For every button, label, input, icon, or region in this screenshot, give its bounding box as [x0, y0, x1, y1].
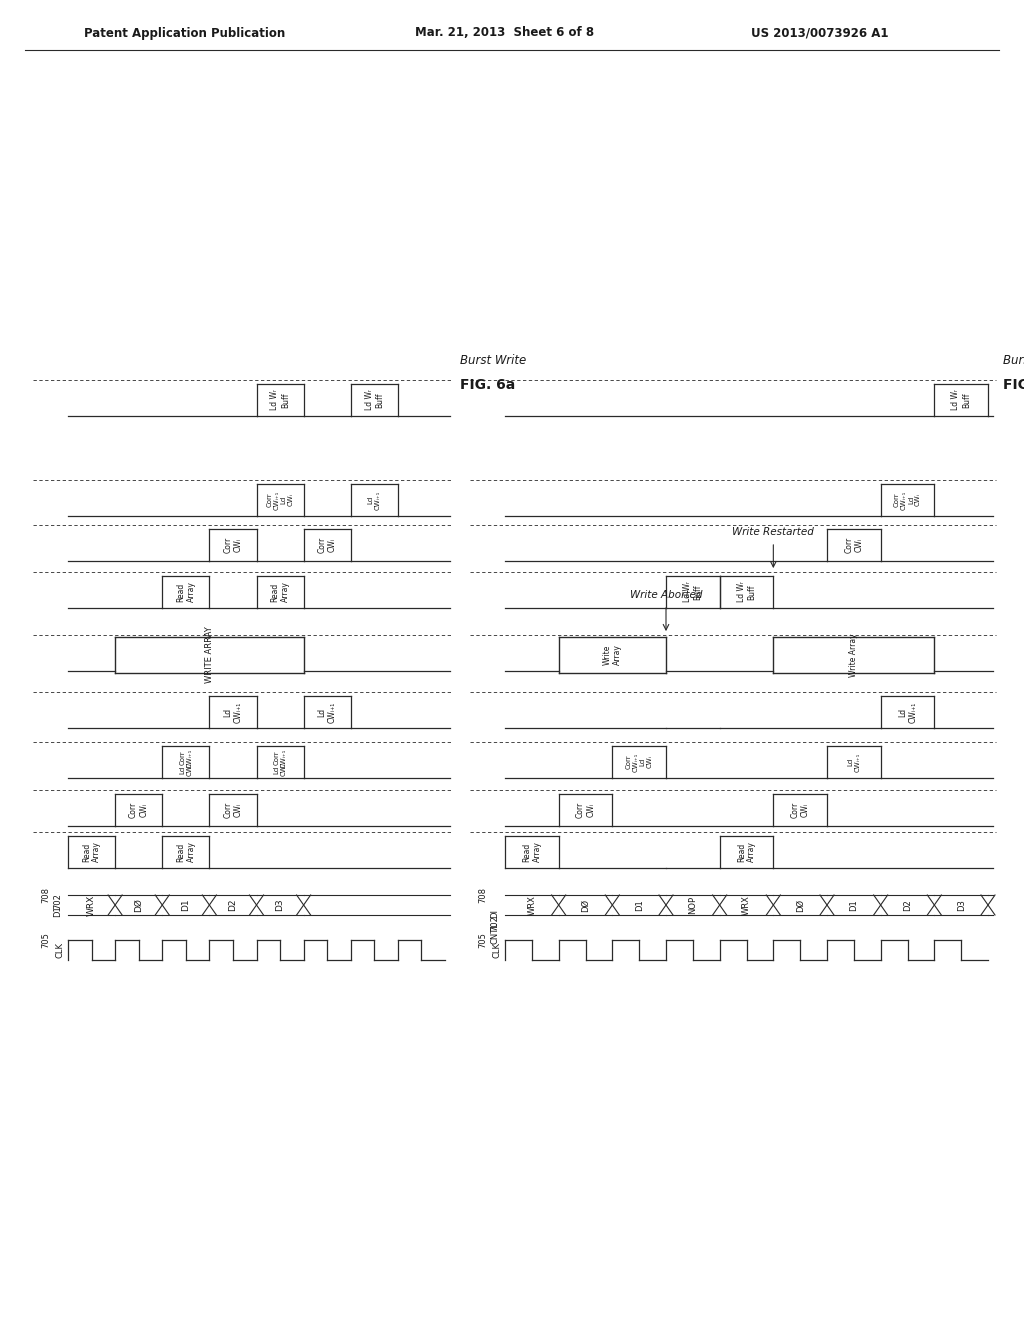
Text: FIG. 6b: FIG. 6b: [1002, 378, 1024, 392]
Text: Corr
CWᵢ₊₁
Ld
CWᵢ: Corr CWᵢ₊₁ Ld CWᵢ: [894, 490, 921, 510]
Text: Read
Array: Read Array: [82, 842, 101, 862]
Text: Write Array: Write Array: [849, 634, 858, 677]
Text: Corr
CWᵢ: Corr CWᵢ: [129, 801, 148, 818]
Text: US 2013/0073926 A1: US 2013/0073926 A1: [752, 26, 889, 40]
Text: WRX: WRX: [87, 895, 96, 916]
Text: DØ: DØ: [134, 898, 143, 912]
Text: Ld
CWᵢ₊₁: Ld CWᵢ₊₁: [898, 701, 918, 722]
Text: D2: D2: [903, 899, 912, 911]
Text: Mar. 21, 2013  Sheet 6 of 8: Mar. 21, 2013 Sheet 6 of 8: [416, 26, 595, 40]
Text: Ld
CWᵢ₊₁: Ld CWᵢ₊₁: [223, 701, 243, 722]
Text: Ld
CWᵢ₊₁: Ld CWᵢ₊₁: [317, 701, 337, 722]
Text: D1: D1: [849, 899, 858, 911]
Text: Corr
CWᵢ₊₁: Corr CWᵢ₊₁: [273, 748, 287, 768]
Text: CNTL: CNTL: [490, 923, 500, 944]
Text: Ld Wᵣ
Buff: Ld Wᵣ Buff: [951, 389, 971, 411]
Text: WRX: WRX: [742, 895, 751, 915]
Text: DI: DI: [490, 908, 500, 917]
Text: Ld
CWᵢ: Ld CWᵢ: [273, 763, 287, 776]
Text: Corr
CWᵢ: Corr CWᵢ: [844, 537, 863, 553]
Text: Ld Wᵣ
Buff: Ld Wᵣ Buff: [365, 389, 384, 411]
Text: 705: 705: [42, 932, 50, 948]
Text: Burst Write: Burst Write: [460, 354, 526, 367]
Text: Ld
CWᵢ₊₁: Ld CWᵢ₊₁: [368, 490, 381, 510]
Text: 702: 702: [53, 894, 62, 909]
Text: D2: D2: [228, 899, 238, 911]
Text: DØ: DØ: [581, 899, 590, 912]
Text: Write
Array: Write Array: [603, 644, 622, 665]
Text: Read
Array: Read Array: [176, 582, 196, 602]
Text: WRITE ARRAY: WRITE ARRAY: [205, 627, 214, 684]
Text: Ld
CWᵢ: Ld CWᵢ: [179, 763, 193, 776]
Text: Ld Wᵣ
Buff: Ld Wᵣ Buff: [737, 582, 756, 602]
Text: D3: D3: [275, 899, 285, 911]
Text: Read
Array: Read Array: [737, 842, 756, 862]
Text: Corr
CWᵢ: Corr CWᵢ: [575, 801, 595, 818]
Text: Read
Array: Read Array: [176, 842, 196, 862]
Text: D1: D1: [181, 899, 190, 911]
Text: NOP: NOP: [688, 896, 697, 913]
Text: D1: D1: [53, 906, 62, 917]
Text: Patent Application Publication: Patent Application Publication: [84, 26, 286, 40]
Text: WRX: WRX: [527, 895, 537, 915]
Text: D3: D3: [956, 899, 966, 911]
Text: Ld Wᵣ
Buff: Ld Wᵣ Buff: [270, 389, 290, 411]
Text: Write Aborted: Write Aborted: [630, 590, 702, 601]
Text: Corr
CWᵢ₊₁
Ld
CWᵢ: Corr CWᵢ₊₁ Ld CWᵢ: [266, 490, 294, 510]
Text: Corr
CWᵢ: Corr CWᵢ: [223, 801, 243, 818]
Text: Burst Write: Burst Write: [1002, 354, 1024, 367]
Text: 708: 708: [478, 887, 487, 903]
Text: Read
Array: Read Array: [522, 842, 542, 862]
Text: D1: D1: [635, 899, 644, 911]
Text: CLK: CLK: [493, 942, 502, 958]
Text: Ld Wᵣ
Buff: Ld Wᵣ Buff: [683, 582, 702, 602]
Text: FIG. 6a: FIG. 6a: [460, 378, 515, 392]
Text: Write Restarted: Write Restarted: [732, 527, 814, 537]
Text: Ld
CWᵢ₊₁: Ld CWᵢ₊₁: [847, 752, 860, 772]
Text: 708: 708: [42, 887, 50, 903]
Text: Corr
CWᵢ: Corr CWᵢ: [791, 801, 810, 818]
Text: Read
Array: Read Array: [270, 582, 290, 602]
Text: DØ: DØ: [796, 899, 805, 912]
Text: Corr
CWᵢ₊₁: Corr CWᵢ₊₁: [179, 748, 193, 768]
Text: CLK: CLK: [55, 942, 65, 958]
Text: Corr
CWᵢ: Corr CWᵢ: [317, 537, 337, 553]
Text: 702: 702: [490, 916, 500, 932]
Text: 705: 705: [478, 932, 487, 948]
Text: Corr
CWᵢ₊₁
Ld
CWᵢ: Corr CWᵢ₊₁ Ld CWᵢ: [626, 752, 652, 772]
Text: Corr
CWᵢ: Corr CWᵢ: [223, 537, 243, 553]
